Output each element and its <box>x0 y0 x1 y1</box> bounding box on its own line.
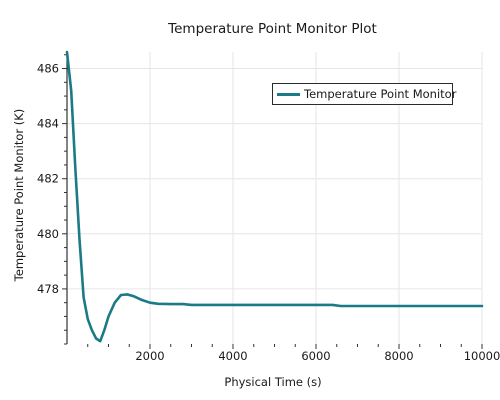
x-tick-label: 10000 <box>464 349 500 363</box>
legend: Temperature Point Monitor <box>272 83 457 105</box>
y-tick-label: 484 <box>37 117 59 131</box>
series-layer <box>65 50 484 343</box>
x-axis-label: Physical Time (s) <box>224 375 322 389</box>
legend-label: Temperature Point Monitor <box>304 87 457 101</box>
x-tick-label: 4000 <box>218 349 247 363</box>
grid <box>67 52 483 344</box>
y-tick-label: 480 <box>37 227 59 241</box>
x-tick-label: 8000 <box>384 349 413 363</box>
x-tick-label: 6000 <box>301 349 330 363</box>
x-tick-label: 2000 <box>135 349 164 363</box>
legend-swatch <box>277 93 300 96</box>
y-axis-label-text: Temperature Point Monitor (K) <box>12 108 26 282</box>
y-tick-label: 478 <box>37 282 59 296</box>
ticks: 478 480 482 484 486 2000 4000 6000 8000 10000 <box>37 54 500 363</box>
series-line <box>65 50 484 343</box>
y-tick-label: 482 <box>37 172 59 186</box>
y-tick-label: 486 <box>37 62 59 76</box>
chart-title: Temperature Point Monitor Plot <box>168 21 377 37</box>
